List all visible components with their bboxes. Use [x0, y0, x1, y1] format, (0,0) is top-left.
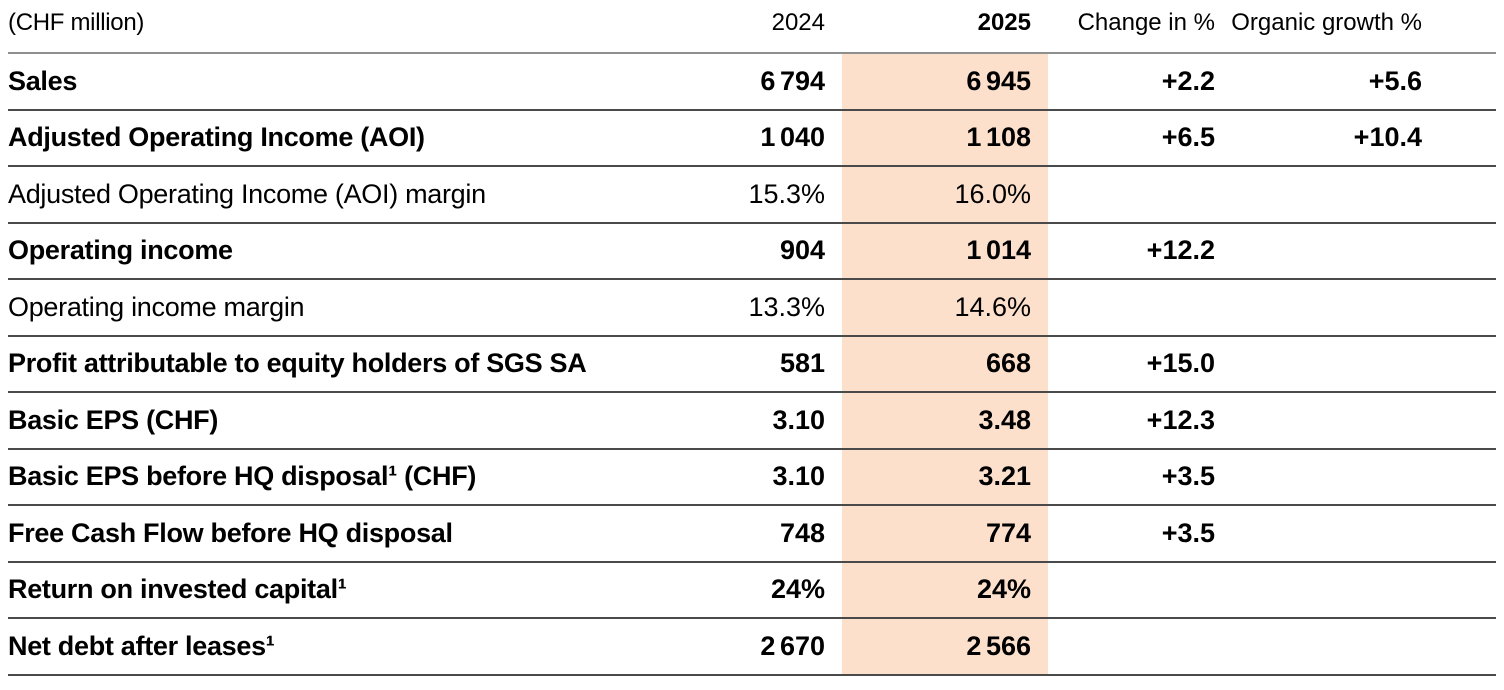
table-row: Net debt after leases¹ 2 670 2 566 [8, 618, 1496, 676]
unit-label: (CHF million) [8, 0, 622, 54]
value-2024: 6 794 [622, 53, 842, 111]
value-organic-growth [1215, 335, 1496, 393]
value-change [1048, 166, 1215, 224]
row-label: Profit attributable to equity holders of… [8, 335, 622, 393]
column-header-organic-growth: Organic growth % [1215, 0, 1496, 54]
value-organic-growth [1215, 279, 1496, 337]
value-organic-growth [1215, 561, 1496, 619]
value-organic-growth [1215, 618, 1496, 676]
value-2024: 13.3% [622, 279, 842, 337]
value-2025: 1 014 [842, 222, 1048, 280]
row-label: Operating income margin [8, 279, 622, 337]
value-change: +12.3 [1048, 392, 1215, 450]
value-organic-growth: +5.6 [1215, 53, 1496, 111]
value-2025: 14.6% [842, 279, 1048, 337]
value-2024: 1 040 [622, 109, 842, 167]
value-2025: 3.21 [842, 448, 1048, 506]
header-row: (CHF million) 2024 2025 Change in % Orga… [8, 0, 1496, 54]
row-label: Basic EPS (CHF) [8, 392, 622, 450]
value-2024: 748 [622, 505, 842, 563]
value-organic-growth [1215, 505, 1496, 563]
key-figures-table: (CHF million) 2024 2025 Change in % Orga… [8, 0, 1496, 676]
value-2024: 3.10 [622, 392, 842, 450]
table-row: Return on invested capital¹ 24% 24% [8, 561, 1496, 619]
table-body: Sales 6 794 6 945 +2.2 +5.6 Adjusted Ope… [8, 53, 1496, 676]
table-row: Basic EPS (CHF) 3.10 3.48 +12.3 [8, 392, 1496, 450]
value-2024: 581 [622, 335, 842, 393]
value-change: +3.5 [1048, 448, 1215, 506]
table-row: Profit attributable to equity holders of… [8, 335, 1496, 393]
row-label: Net debt after leases¹ [8, 618, 622, 676]
value-change: +3.5 [1048, 505, 1215, 563]
table-row: Free Cash Flow before HQ disposal 748 77… [8, 505, 1496, 563]
value-2025: 6 945 [842, 53, 1048, 111]
value-organic-growth [1215, 392, 1496, 450]
table-row: Adjusted Operating Income (AOI) 1 040 1 … [8, 109, 1496, 167]
value-organic-growth [1215, 166, 1496, 224]
value-2025: 668 [842, 335, 1048, 393]
value-change: +15.0 [1048, 335, 1215, 393]
table-row: Sales 6 794 6 945 +2.2 +5.6 [8, 53, 1496, 111]
value-2024: 15.3% [622, 166, 842, 224]
value-change: +6.5 [1048, 109, 1215, 167]
column-header-2024: 2024 [622, 0, 842, 54]
table-row: Operating income margin 13.3% 14.6% [8, 279, 1496, 337]
value-organic-growth [1215, 222, 1496, 280]
value-2024: 24% [622, 561, 842, 619]
value-change: +12.2 [1048, 222, 1215, 280]
value-2025: 774 [842, 505, 1048, 563]
row-label: Adjusted Operating Income (AOI) [8, 109, 622, 167]
value-2025: 2 566 [842, 618, 1048, 676]
column-header-2025: 2025 [842, 0, 1048, 54]
value-change: +2.2 [1048, 53, 1215, 111]
value-2025: 3.48 [842, 392, 1048, 450]
table-header: (CHF million) 2024 2025 Change in % Orga… [8, 0, 1496, 54]
table-row: Basic EPS before HQ disposal¹ (CHF) 3.10… [8, 448, 1496, 506]
row-label: Operating income [8, 222, 622, 280]
value-2025: 1 108 [842, 109, 1048, 167]
row-label: Sales [8, 53, 622, 111]
value-change [1048, 618, 1215, 676]
row-label: Basic EPS before HQ disposal¹ (CHF) [8, 448, 622, 506]
value-organic-growth: +10.4 [1215, 109, 1496, 167]
value-2024: 3.10 [622, 448, 842, 506]
value-change [1048, 279, 1215, 337]
table-row: Adjusted Operating Income (AOI) margin 1… [8, 166, 1496, 224]
row-label: Free Cash Flow before HQ disposal [8, 505, 622, 563]
table-row: Operating income 904 1 014 +12.2 [8, 222, 1496, 280]
value-2025: 16.0% [842, 166, 1048, 224]
value-change [1048, 561, 1215, 619]
value-organic-growth [1215, 448, 1496, 506]
value-2024: 2 670 [622, 618, 842, 676]
column-header-change: Change in % [1048, 0, 1215, 54]
row-label: Return on invested capital¹ [8, 561, 622, 619]
row-label: Adjusted Operating Income (AOI) margin [8, 166, 622, 224]
value-2025: 24% [842, 561, 1048, 619]
value-2024: 904 [622, 222, 842, 280]
